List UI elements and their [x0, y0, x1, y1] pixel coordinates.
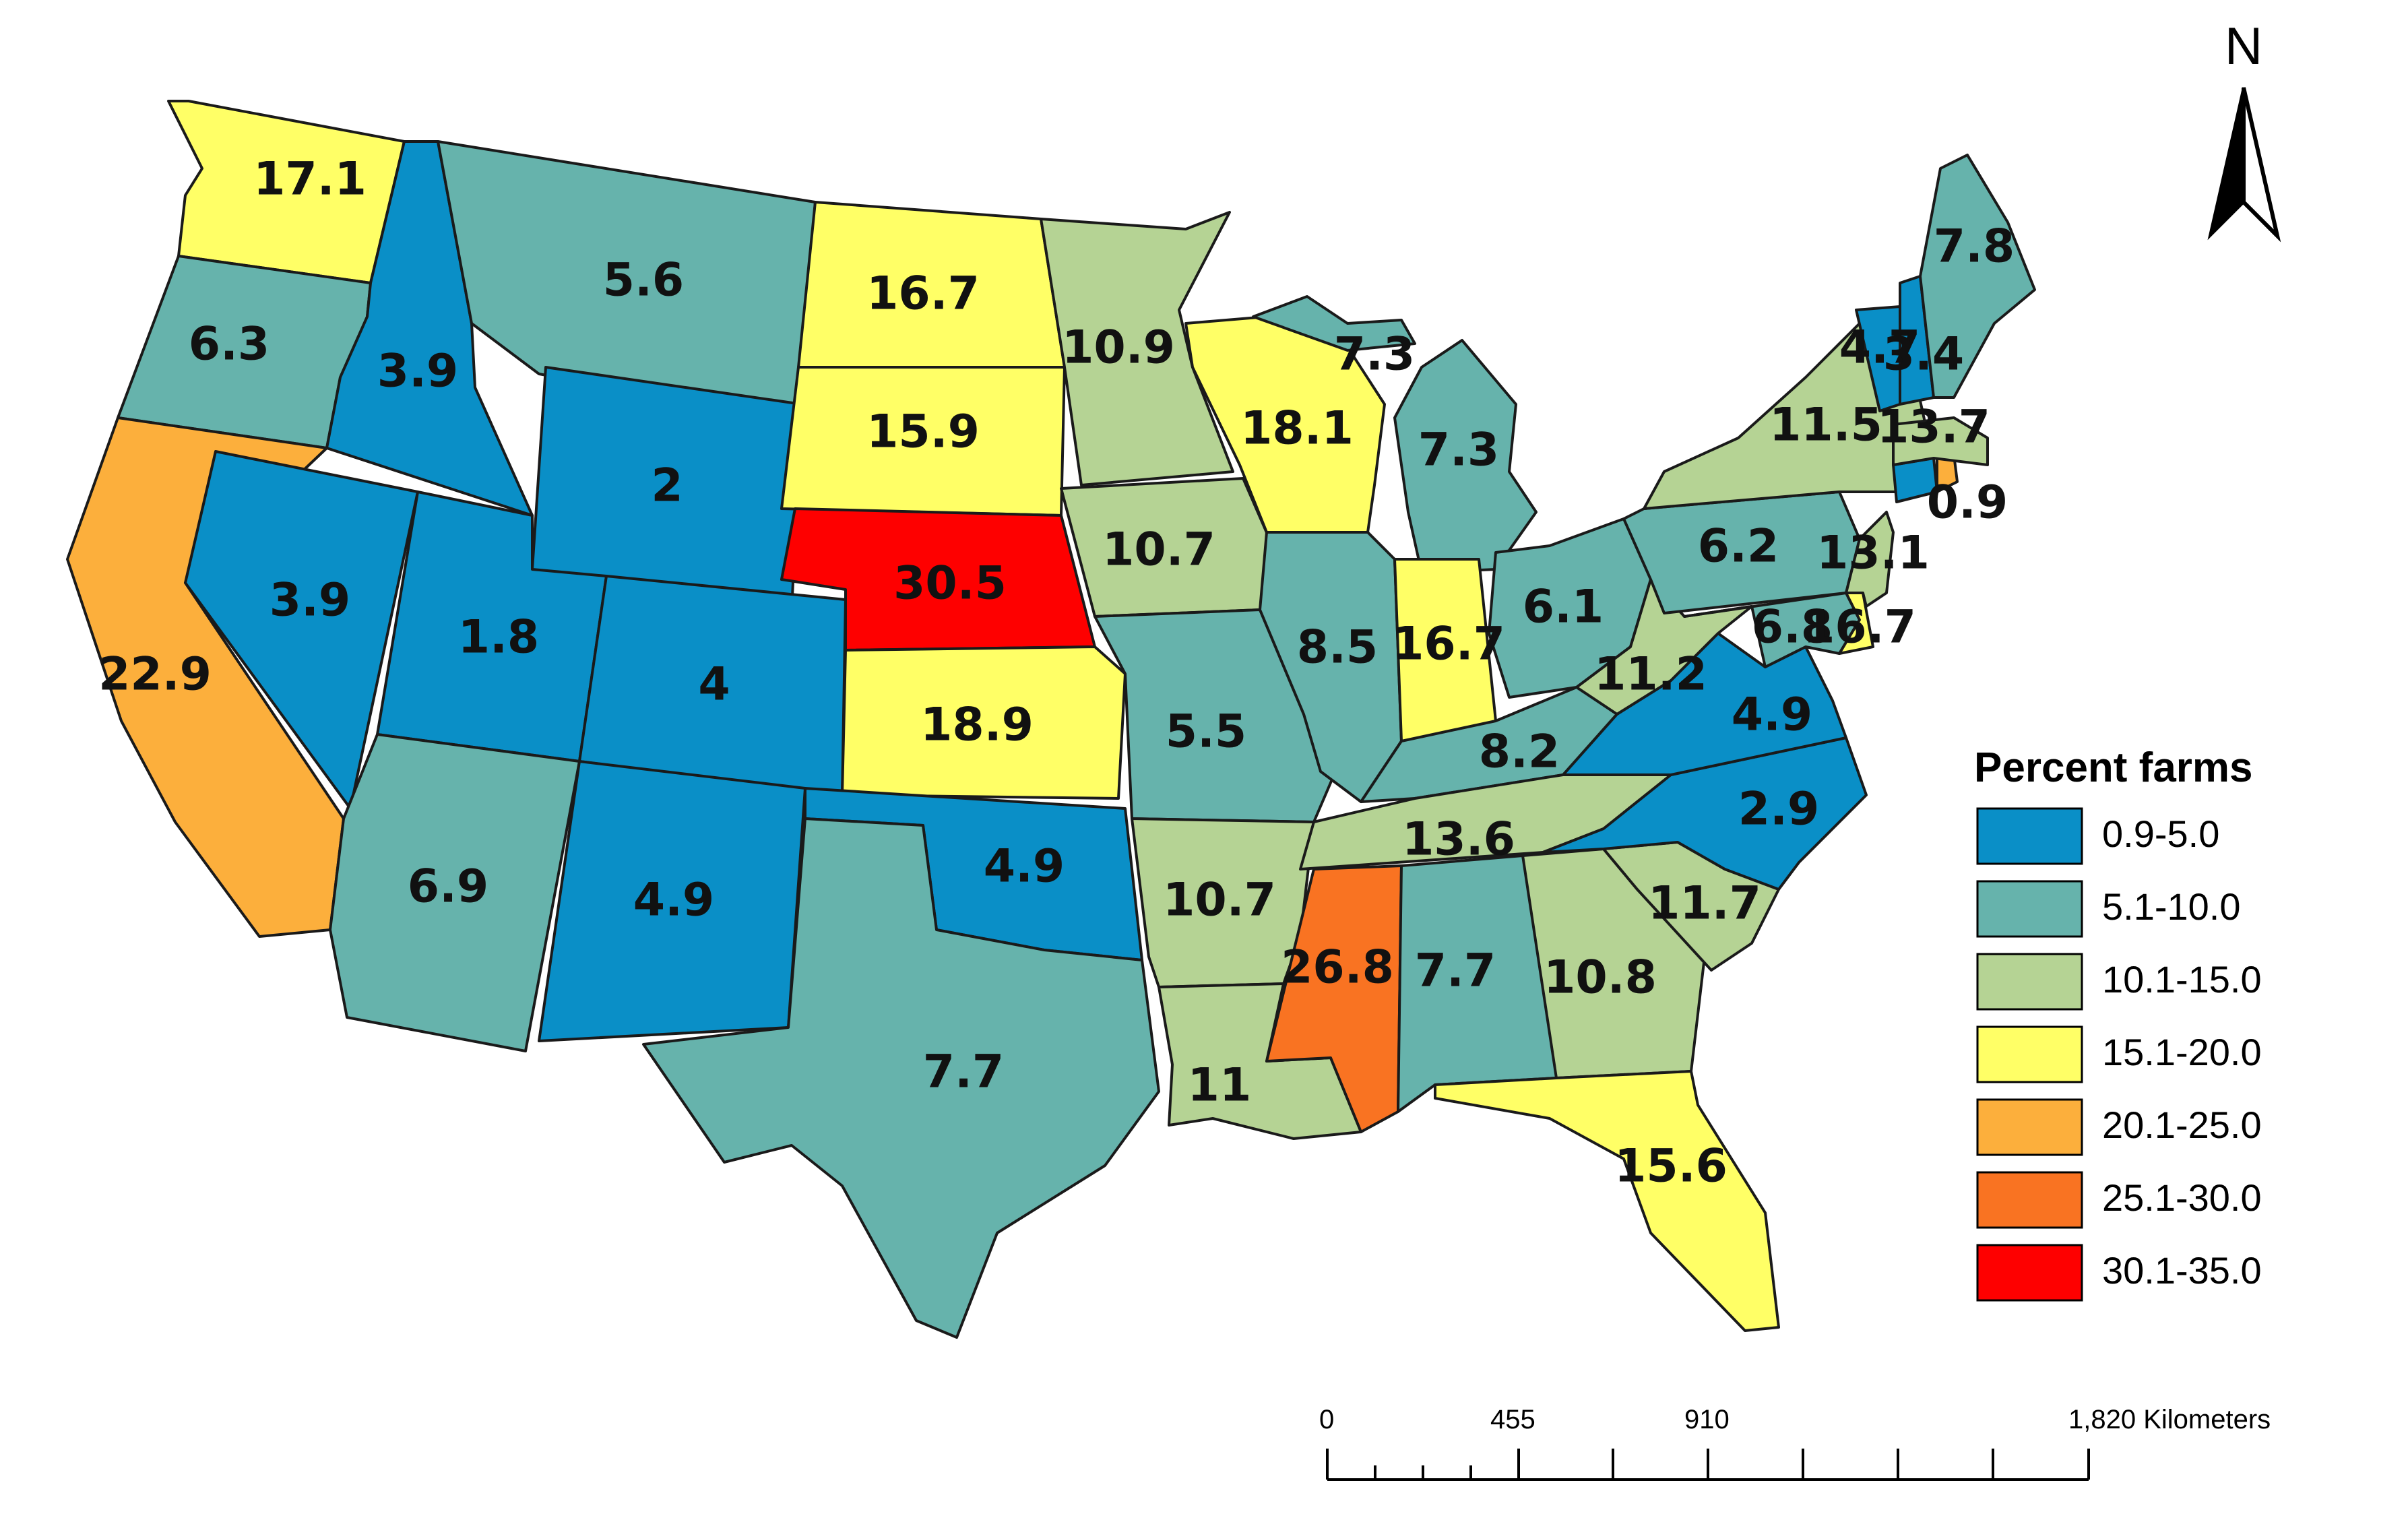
legend-swatch-7 [1976, 1244, 2083, 1302]
state-value-mt: 5.6 [603, 254, 684, 307]
state-ks [841, 645, 1127, 800]
state-value-ia: 10.7 [1102, 524, 1215, 577]
north-arrow: N [2207, 16, 2281, 243]
state-value-az: 6.9 [408, 860, 488, 914]
legend-items: 0.9-5.0 5.1-10.0 10.1-15.0 15.1-20.0 20.1-25… [1976, 807, 2262, 1302]
state-value-ky: 8.2 [1479, 726, 1560, 779]
state-value-mi: 7.3 [1418, 424, 1499, 477]
state-value-il: 8.5 [1297, 621, 1378, 674]
legend-swatch-5 [1976, 1098, 2083, 1156]
legend-label-1: 0.9-5.0 [2102, 813, 2219, 855]
state-value-vt: 4.7 [1839, 321, 1920, 375]
scale-bar: 0 455 910 1,820 Kilometers [1319, 1405, 2271, 1481]
legend-label-3: 10.1-15.0 [2102, 958, 2262, 1001]
state-value-nm: 4.9 [633, 874, 714, 927]
state-value-ms: 26.8 [1281, 941, 1394, 994]
state-value-al: 7.7 [1415, 945, 1496, 998]
state-value-ut: 1.8 [458, 611, 539, 664]
state-value-la: 11 [1188, 1059, 1252, 1112]
state-value-ne: 30.5 [893, 557, 1007, 610]
scale-tick-0: 0 [1319, 1405, 1334, 1434]
legend: Percent farms 0.9-5.0 5.1-10.0 10.1-15.0 15… [1974, 745, 2262, 1302]
legend-label-6: 25.1-30.0 [2102, 1176, 2262, 1219]
state-value-nv: 3.9 [270, 574, 350, 627]
state-value-ok: 4.9 [984, 840, 1065, 893]
state-value-nd: 16.7 [866, 267, 980, 321]
state-mi [1393, 339, 1538, 574]
state-value-ma: 13.7 [1877, 401, 1990, 454]
legend-label-5: 20.1-25.0 [2102, 1104, 2262, 1146]
state-value-wv: 11.2 [1594, 648, 1707, 701]
state-value-va: 4.9 [1732, 689, 1812, 742]
state-value-md: 6.8 [1752, 601, 1833, 654]
legend-swatch-1 [1976, 807, 2083, 865]
state-value-ny: 11.5 [1769, 399, 1882, 452]
legend-label-2: 5.1-10.0 [2102, 885, 2241, 928]
state-mi-up [1252, 295, 1416, 352]
state-value-wi: 18.1 [1240, 402, 1354, 455]
state-value-tn: 13.6 [1402, 813, 1515, 866]
state-value-labels: 17.1 6.3 22.9 3.9 3.9 5.6 2 1.8 4 6.9 4.9 16.7 15.9 3… [98, 153, 2015, 1193]
state-value-fl: 15.6 [1614, 1140, 1728, 1193]
state-value-co: 4 [698, 658, 730, 711]
state-value-nh: 3.4 [1883, 328, 1964, 381]
state-value-ct: 0.9 [1927, 476, 2008, 530]
state-value-de: 16.7 [1803, 601, 1916, 654]
state-value-pa: 6.2 [1698, 520, 1779, 573]
state-value-ga: 10.8 [1544, 951, 1657, 1005]
state-value-wy: 2 [651, 460, 683, 513]
state-value-sd: 15.9 [866, 406, 980, 459]
state-me [1919, 154, 2036, 399]
legend-swatch-6 [1976, 1171, 2083, 1229]
legend-swatch-4 [1976, 1025, 2083, 1083]
state-value-tx: 7.7 [923, 1046, 1004, 1099]
legend-label-4: 15.1-20.0 [2102, 1031, 2262, 1073]
state-tx [642, 817, 1160, 1339]
state-value-sc: 11.7 [1648, 877, 1761, 930]
state-nj [1845, 511, 1895, 608]
state-value-in: 16.7 [1392, 618, 1505, 671]
state-value-mi-up: 7.3 [1334, 328, 1415, 381]
state-value-mo: 5.5 [1166, 705, 1246, 759]
legend-swatch-2 [1976, 880, 2083, 938]
state-value-mn: 10.9 [1062, 321, 1175, 375]
state-value-nc: 2.9 [1738, 783, 1819, 836]
scale-tick-1820-km: 1,820 Kilometers [2068, 1405, 2271, 1434]
legend-title: Percent farms [1974, 745, 2253, 791]
state-value-nj: 13.1 [1816, 527, 1930, 580]
state-fl [1434, 1070, 1780, 1332]
state-value-me: 7.8 [1934, 220, 2015, 274]
north-label: N [2225, 16, 2262, 75]
state-ma [1892, 416, 1989, 466]
state-value-ar: 10.7 [1163, 874, 1276, 927]
scale-tick-910: 910 [1684, 1405, 1730, 1434]
north-arrow-icon [2207, 87, 2281, 243]
state-value-wa: 17.1 [253, 153, 367, 206]
legend-swatch-3 [1976, 953, 2083, 1011]
state-value-oh: 6.1 [1523, 581, 1604, 634]
state-value-id: 3.9 [377, 345, 458, 398]
scale-tick-455: 455 [1490, 1405, 1535, 1434]
state-value-or: 6.3 [189, 318, 270, 371]
state-value-ca: 22.9 [98, 648, 212, 701]
legend-label-7: 30.1-35.0 [2102, 1249, 2262, 1292]
scale-bar-ticks [1326, 1449, 2090, 1480]
state-nc [1542, 736, 1868, 891]
states-layer [66, 100, 2036, 1339]
state-value-ks: 18.9 [920, 699, 1034, 752]
